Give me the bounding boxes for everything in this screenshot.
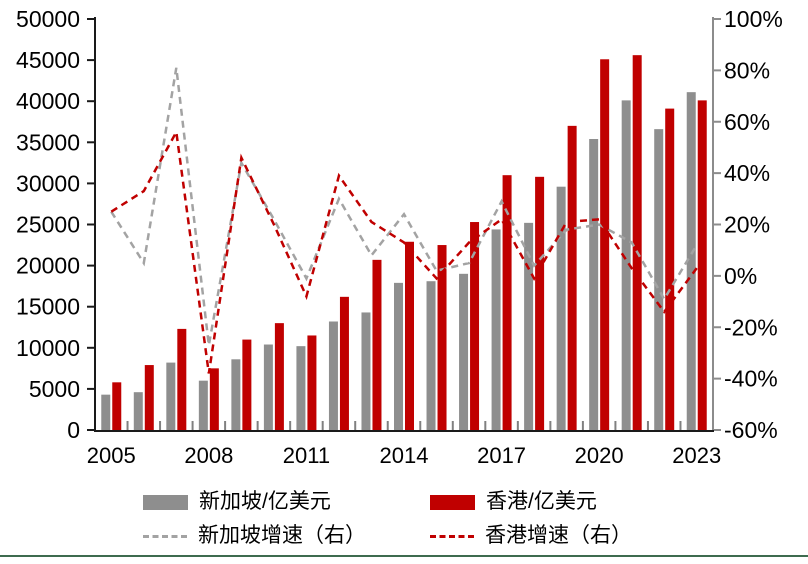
bar-singapore-2006: [133, 392, 143, 430]
chart-legend: 新加坡/亿美元 香港/亿美元 新加坡增速（右） 香港增速（右）: [0, 0, 808, 547]
legend-label-singapore-bar: 新加坡/亿美元: [199, 490, 331, 513]
x-axis-label: 2023: [672, 443, 721, 468]
legend-swatch-hongkong-line: [430, 534, 474, 538]
bar-hongkong-2013: [372, 259, 382, 430]
left-axis-label: 30000: [16, 170, 80, 196]
bar-hongkong-2011: [307, 335, 317, 430]
legend-item-singapore-bar: 新加坡/亿美元: [143, 490, 331, 514]
legend-label-hongkong-bar: 香港/亿美元: [486, 490, 597, 513]
legend-item-hongkong-bar: 香港/亿美元: [430, 490, 597, 514]
x-axis-label: 2008: [184, 443, 233, 468]
bar-hongkong-2005: [112, 382, 122, 430]
growth-line-singapore: [110, 67, 698, 346]
x-axis-label: 2005: [87, 443, 136, 468]
x-axis-label: 2011: [283, 443, 330, 468]
legend-item-singapore-growth-line: 新加坡增速（右）: [143, 524, 366, 548]
bar-singapore-2019: [556, 186, 566, 430]
bar-singapore-2007: [166, 362, 176, 430]
bar-singapore-2018: [524, 222, 534, 430]
legend-label-singapore-line: 新加坡增速（右）: [198, 524, 366, 547]
bar-singapore-2023: [686, 92, 696, 431]
right-axis-label: 100%: [724, 6, 783, 32]
growth-line-hongkong: [110, 128, 698, 374]
bar-singapore-2015: [426, 281, 436, 430]
right-axis-label: -40%: [724, 366, 778, 392]
bar-singapore-2016: [459, 273, 469, 430]
bar-hongkong-2022: [665, 108, 675, 431]
left-axis-label: 10000: [16, 335, 80, 361]
left-axis-label: 25000: [16, 212, 80, 238]
bar-hongkong-2023: [697, 100, 707, 431]
bar-hongkong-2017: [502, 175, 512, 430]
right-axis-label: 0%: [724, 263, 757, 289]
bar-hongkong-2015: [437, 245, 447, 430]
bar-hongkong-2019: [567, 125, 577, 431]
right-axis-label: 20%: [724, 212, 770, 238]
left-axis-label: 45000: [16, 47, 80, 73]
right-axis-label: 80%: [724, 57, 770, 83]
right-axis-label: -60%: [724, 417, 778, 443]
right-axis-label: 40%: [724, 160, 770, 186]
bar-hongkong-2007: [177, 328, 187, 430]
bar-hongkong-2020: [600, 59, 610, 430]
bar-singapore-2010: [263, 344, 273, 430]
bar-hongkong-2010: [274, 323, 284, 430]
right-axis-label: -20%: [724, 314, 778, 340]
legend-label-hongkong-line: 香港增速（右）: [485, 524, 632, 547]
x-axis-label: 2020: [575, 443, 624, 468]
bar-singapore-2021: [621, 100, 631, 431]
bar-hongkong-2016: [470, 222, 480, 430]
bar-singapore-2012: [328, 321, 338, 430]
bar-hongkong-2021: [632, 55, 642, 430]
bar-hongkong-2008: [209, 368, 219, 430]
left-axis-label: 50000: [16, 6, 80, 32]
bar-hongkong-2012: [339, 296, 349, 430]
bar-hongkong-2018: [535, 176, 545, 430]
left-axis-label: 20000: [16, 253, 80, 279]
bar-singapore-2005: [101, 394, 111, 430]
x-axis-label: 2017: [477, 443, 526, 468]
chart-svg: 0 5000 10000 15000 20000 25000 30000 35000 40000…: [16, 6, 783, 468]
left-axis-label: 15000: [16, 294, 80, 320]
bar-hongkong-2009: [242, 339, 252, 430]
bar-hongkong-2006: [144, 365, 154, 430]
left-axis-label: 0: [67, 417, 80, 443]
legend-swatch-singapore-line: [143, 534, 187, 538]
bar-singapore-2022: [654, 129, 664, 430]
legend-swatch-hongkong-bar: [430, 494, 475, 510]
bar-singapore-2009: [231, 359, 241, 430]
bar-hongkong-2014: [405, 241, 414, 430]
bar-singapore-2008: [198, 380, 208, 430]
x-axis-label: 2014: [380, 443, 429, 468]
left-axis-label: 35000: [16, 129, 80, 155]
left-axis-label: 40000: [16, 88, 80, 114]
legend-item-hongkong-growth-line: 香港增速（右）: [430, 524, 632, 548]
bar-singapore-2011: [296, 346, 306, 430]
bar-singapore-2014: [394, 282, 403, 430]
right-axis-label: 60%: [724, 109, 770, 135]
legend-swatch-singapore-bar: [143, 494, 188, 510]
bottom-divider: [0, 555, 808, 557]
bar-singapore-2013: [361, 312, 371, 430]
left-axis-label: 5000: [29, 376, 80, 402]
bar-singapore-2017: [491, 229, 501, 430]
bar-singapore-2020: [589, 139, 599, 430]
